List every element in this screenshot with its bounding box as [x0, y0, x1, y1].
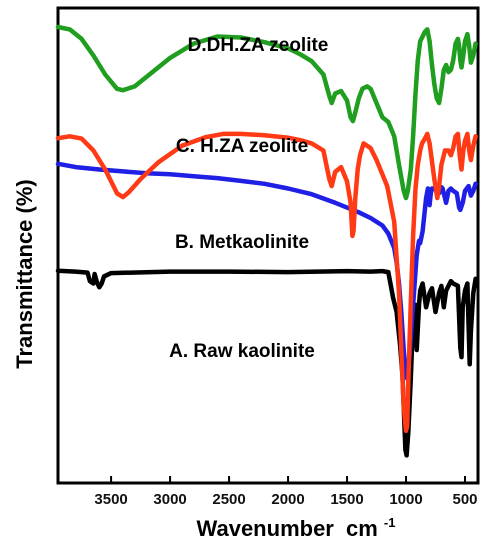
series-label-d-dh-za-zeolite: D.DH.ZA zeolite [188, 35, 329, 56]
x-axis-title-unit-exponent: -1 [384, 515, 396, 530]
x-axis-title: Wavenumber cm -1 [197, 515, 396, 541]
series-line-d-dh-za-zeolite [55, 24, 478, 201]
x-axis-title-unit: cm [346, 516, 378, 541]
series-label-raw-kaolinite: A. Raw kaolinite [169, 341, 315, 362]
series-label-metkaolinite: B. Metkaolinite [175, 232, 309, 253]
x-axis-title-quantity: Wavenumber [197, 516, 335, 541]
plot-area-frame [56, 6, 480, 485]
series-line-metkaolinite [55, 161, 478, 381]
x-tick-label: 1000 [389, 491, 422, 508]
spectra-series [55, 24, 478, 458]
x-axis-ticks: 3500 3000 2500 2000 1500 1000 500 [94, 476, 478, 508]
x-tick-label: 1500 [330, 491, 363, 508]
x-tick-label: 500 [453, 491, 478, 508]
series-labels: A. Raw kaolinite B. Metkaolinite C. H.ZA z… [169, 35, 328, 362]
x-tick-label: 2500 [212, 491, 245, 508]
series-label-h-za-zeolite: C. H.ZA zeolite [176, 136, 308, 157]
series-line-h-za-zeolite [55, 131, 478, 434]
x-tick-label: 2000 [271, 491, 304, 508]
x-tick-label: 3000 [153, 491, 186, 508]
y-axis-title: Transmittance (%) [12, 179, 37, 369]
x-tick-label: 3500 [94, 491, 127, 508]
